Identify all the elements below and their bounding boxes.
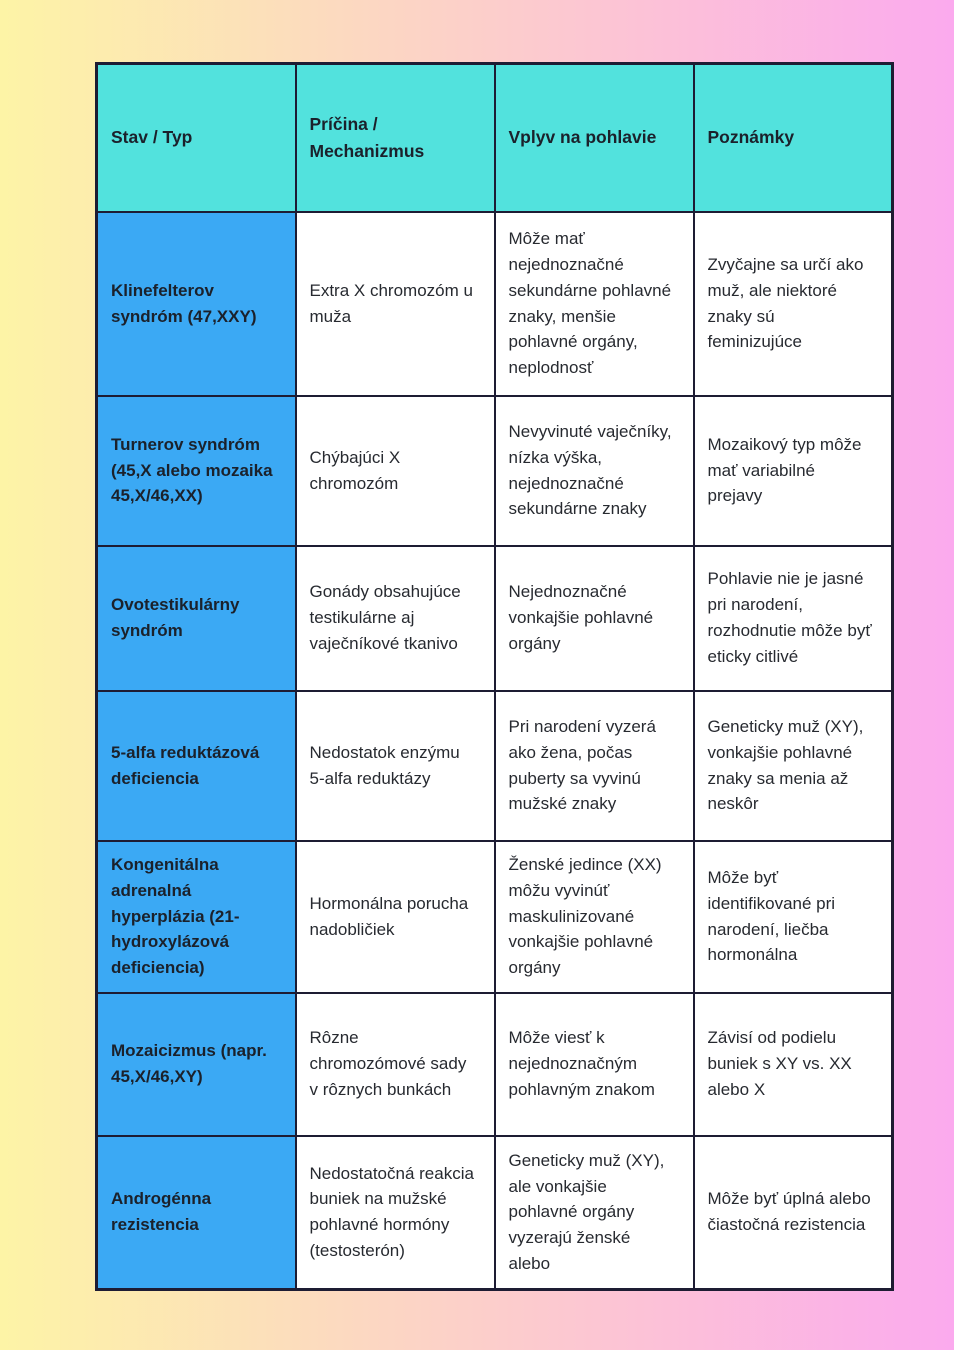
column-header-poznamky: Poznámky	[692, 62, 894, 213]
header-row: Stav / Typ Príčina / Mechanizmus Vplyv n…	[95, 62, 894, 213]
column-header-stav-typ: Stav / Typ	[95, 62, 297, 213]
table-row: Klinefelterov syndróm (47,XXY) Extra X c…	[95, 210, 894, 397]
cell-condition: Klinefelterov syndróm (47,XXY)	[95, 210, 297, 397]
cell-condition: Turnerov syndróm (45,X alebo mozaika 45,…	[95, 394, 297, 547]
conditions-table: Stav / Typ Príčina / Mechanizmus Vplyv n…	[95, 62, 894, 1291]
table-row: 5-alfa reduktázová deficiencia Nedostato…	[95, 689, 894, 842]
cell-effect: Geneticky muž (XY), ale vonkajšie pohlav…	[493, 1134, 695, 1291]
cell-cause: Extra X chromozóm u muža	[294, 210, 496, 397]
cell-notes: Závisí od podielu buniek s XY vs. XX ale…	[692, 991, 894, 1137]
cell-cause: Hormonálna porucha nadobličiek	[294, 839, 496, 994]
cell-effect: Nejednoznačné vonkajšie pohlavné orgány	[493, 544, 695, 692]
cell-notes: Môže byť identifikované pri narodení, li…	[692, 839, 894, 994]
cell-cause: Gonády obsahujúce testikulárne aj vaječn…	[294, 544, 496, 692]
table-row: Mozaicizmus (napr. 45,X/46,XY) Rôzne chr…	[95, 991, 894, 1137]
cell-condition: Ovotestikulárny syndróm	[95, 544, 297, 692]
table-row: Ovotestikulárny syndróm Gonády obsahujúc…	[95, 544, 894, 692]
cell-effect: Môže viesť k nejednoznačným pohlavným zn…	[493, 991, 695, 1137]
cell-condition: Mozaicizmus (napr. 45,X/46,XY)	[95, 991, 297, 1137]
cell-notes: Môže byť úplná alebo čiastočná rezistenc…	[692, 1134, 894, 1291]
cell-effect: Ženské jedince (XX) môžu vyvinúť maskuli…	[493, 839, 695, 994]
cell-effect: Môže mať nejednoznačné sekundárne pohlav…	[493, 210, 695, 397]
cell-condition: Androgénna rezistencia	[95, 1134, 297, 1291]
table-row: Turnerov syndróm (45,X alebo mozaika 45,…	[95, 394, 894, 547]
table-row: Androgénna rezistencia Nedostatočná reak…	[95, 1134, 894, 1291]
cell-notes: Zvyčajne sa určí ako muž, ale niektoré z…	[692, 210, 894, 397]
cell-notes: Mozaikový typ môže mať variabilné prejav…	[692, 394, 894, 547]
cell-effect: Pri narodení vyzerá ako žena, počas pube…	[493, 689, 695, 842]
conditions-table-container: Stav / Typ Príčina / Mechanizmus Vplyv n…	[95, 62, 894, 1291]
cell-cause: Nedostatok enzýmu 5-alfa reduktázy	[294, 689, 496, 842]
cell-notes: Pohlavie nie je jasné pri narodení, rozh…	[692, 544, 894, 692]
column-header-vplyv-na-pohlavie: Vplyv na pohlavie	[493, 62, 695, 213]
cell-cause: Nedostatočná reakcia buniek na mužské po…	[294, 1134, 496, 1291]
cell-condition: 5-alfa reduktázová deficiencia	[95, 689, 297, 842]
cell-cause: Chýbajúci X chromozóm	[294, 394, 496, 547]
table-row: Kongenitálna adrenalná hyperplázia (21-h…	[95, 839, 894, 994]
cell-condition: Kongenitálna adrenalná hyperplázia (21-h…	[95, 839, 297, 994]
cell-notes: Geneticky muž (XY), vonkajšie pohlavné z…	[692, 689, 894, 842]
cell-cause: Rôzne chromozómové sady v rôznych bunkác…	[294, 991, 496, 1137]
cell-effect: Nevyvinuté vaječníky, nízka výška, nejed…	[493, 394, 695, 547]
column-header-pricina-mechanizmus: Príčina / Mechanizmus	[294, 62, 496, 213]
